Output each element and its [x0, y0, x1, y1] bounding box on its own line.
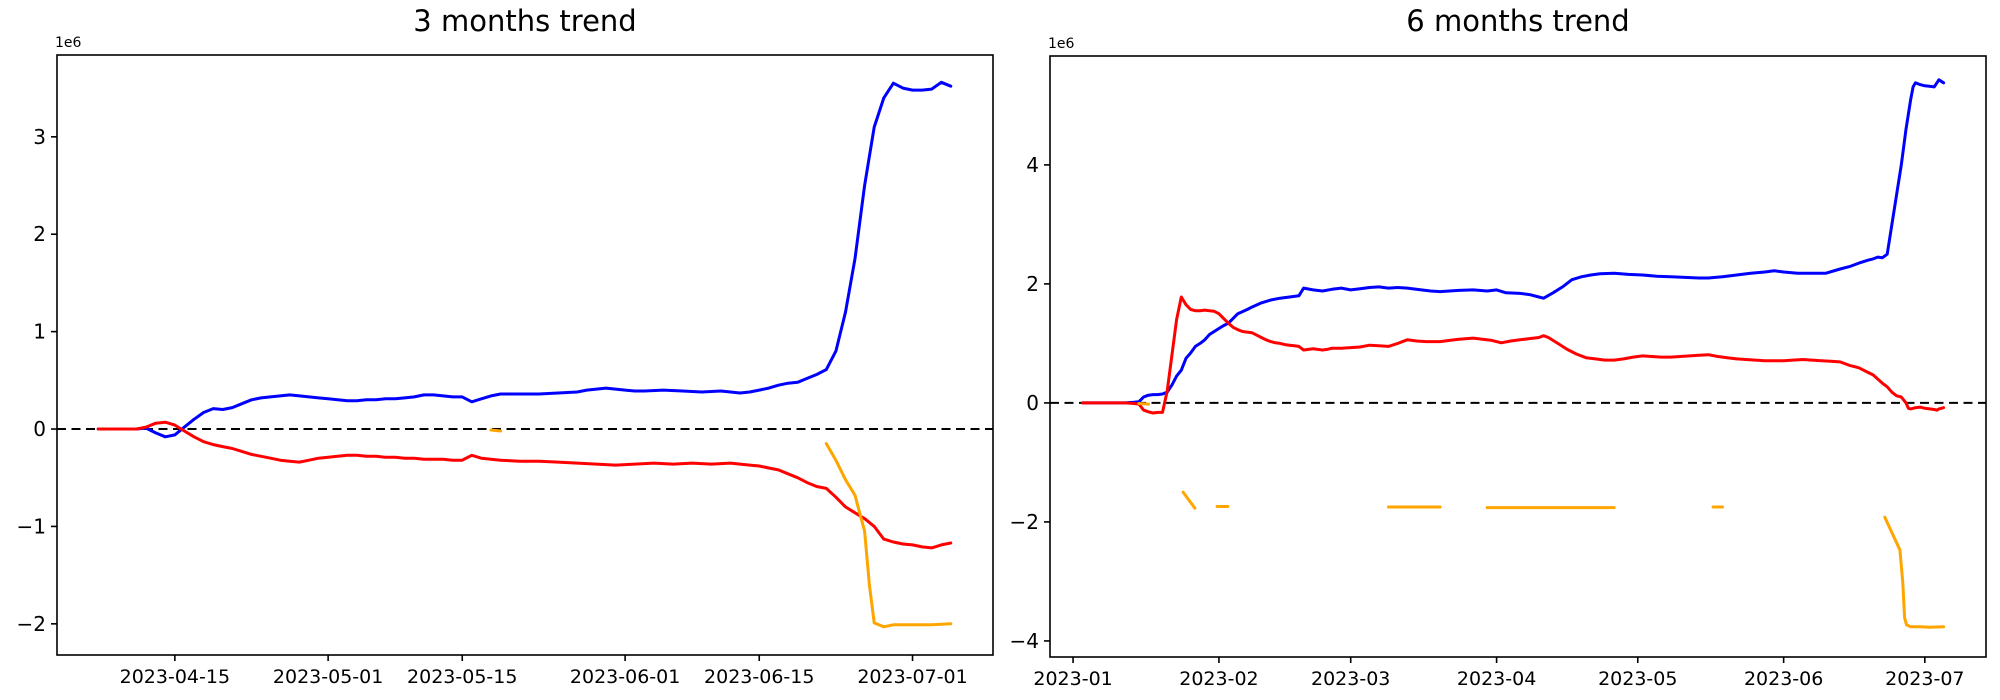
y-tick-label: −2 — [1010, 510, 1039, 534]
x-tick-label: 2023-02 — [1179, 668, 1258, 690]
three-months-trend-chart: 2023-04-15 2023-05-01 2023-05-15 2023-06-01… — [17, 54, 994, 688]
axes-frame — [1049, 55, 1987, 658]
x-tick-label: 2023-07 — [1885, 668, 1964, 690]
y-tick-label: −1 — [17, 514, 46, 538]
x-tick-label: 2023-06 — [1744, 668, 1823, 690]
y-tick-label: 2 — [33, 222, 46, 246]
orange-series-line — [1883, 515, 1946, 629]
orange-series-line — [1137, 402, 1150, 406]
red-series-line — [96, 420, 953, 550]
x-tick-label: 2023-01 — [1033, 668, 1112, 690]
x-tick-label: 2023-05-15 — [407, 666, 517, 688]
right-chart-title: 6 months trend — [1406, 4, 1630, 38]
x-tick-label: 2023-04-15 — [120, 666, 230, 688]
orange-series-line — [824, 442, 953, 629]
x-tick-label: 2023-05 — [1598, 668, 1677, 690]
y-tick-label: 0 — [33, 417, 46, 441]
orange-series-line — [1181, 490, 1197, 510]
blue-series-line — [1081, 78, 1946, 405]
x-tick-label: 2023-05-01 — [273, 666, 383, 688]
right-y-axis-offset-label: 1e6 — [1048, 36, 1075, 52]
x-tick-label: 2023-07-01 — [857, 666, 967, 688]
x-tick-label: 2023-03 — [1311, 668, 1390, 690]
x-tick-label: 2023-06-01 — [570, 666, 680, 688]
y-tick-label: −2 — [17, 612, 46, 636]
x-tick-label: 2023-04 — [1457, 668, 1536, 690]
y-tick-label: 1 — [33, 320, 46, 344]
x-tick-label: 2023-06-15 — [704, 666, 814, 688]
left-y-axis-offset-label: 1e6 — [55, 35, 82, 51]
y-tick-label: 2 — [1026, 272, 1039, 296]
y-tick-label: −4 — [1010, 629, 1039, 653]
blue-series-line — [96, 80, 953, 439]
axes-frame — [56, 54, 994, 656]
six-months-trend-chart: 2023-01 2023-02 2023-03 2023-04 2023-05 2023-… — [1010, 55, 1987, 690]
y-tick-label: 4 — [1026, 153, 1039, 177]
left-chart-title: 3 months trend — [413, 4, 637, 38]
y-tick-label: 3 — [33, 125, 46, 149]
orange-series-line — [489, 428, 503, 433]
y-tick-label: 0 — [1026, 391, 1039, 415]
red-series-line — [1081, 295, 1946, 415]
